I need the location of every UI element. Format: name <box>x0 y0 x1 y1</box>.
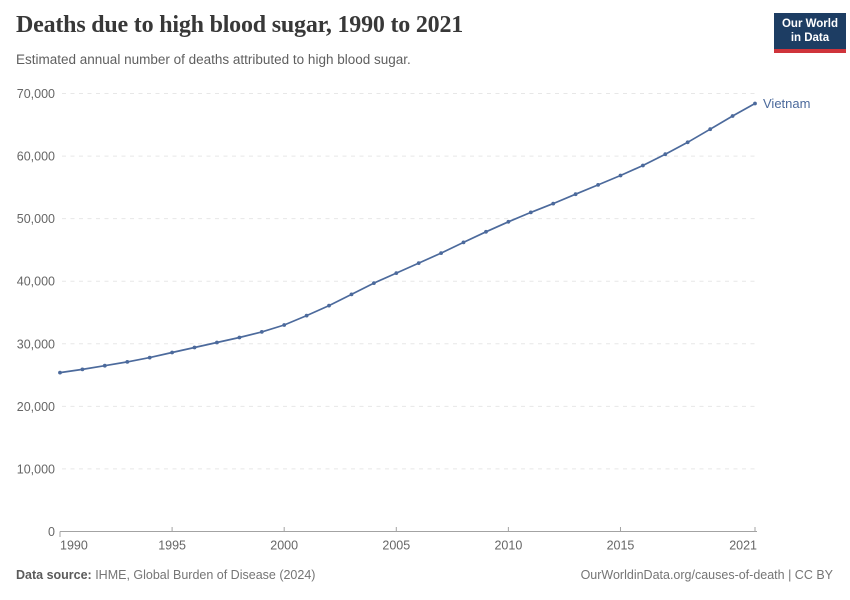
data-point[interactable] <box>641 163 645 168</box>
data-point[interactable] <box>618 173 623 178</box>
y-tick-label: 10,000 <box>17 462 55 476</box>
data-point[interactable] <box>170 350 175 355</box>
data-point[interactable] <box>551 201 556 206</box>
data-point[interactable] <box>282 323 287 327</box>
data-point[interactable] <box>416 261 421 265</box>
data-point[interactable] <box>147 355 152 360</box>
x-tick-label: 2005 <box>382 539 410 553</box>
data-point[interactable] <box>506 219 511 224</box>
y-tick-label: 70,000 <box>17 87 55 101</box>
y-tick-label: 20,000 <box>17 400 55 414</box>
data-source-label: Data source: <box>16 568 92 582</box>
series-end-label[interactable]: Vietnam <box>763 96 810 111</box>
data-source-text: IHME, Global Burden of Disease (2024) <box>91 568 316 582</box>
data-point[interactable] <box>484 229 488 234</box>
data-point[interactable] <box>394 271 399 275</box>
x-tick-label: 2010 <box>494 539 522 553</box>
data-point[interactable] <box>461 240 466 245</box>
y-tick-label: 0 <box>48 525 55 539</box>
data-point[interactable] <box>372 281 376 285</box>
y-tick-label: 50,000 <box>17 212 55 226</box>
x-tick-label: 1990 <box>60 539 88 553</box>
x-tick-label: 2015 <box>607 539 635 553</box>
owid-logo-line2: in Data <box>790 31 830 44</box>
y-tick-label: 30,000 <box>17 337 55 351</box>
x-tick-label: 2000 <box>270 539 298 553</box>
data-source: Data source: IHME, Global Burden of Dise… <box>16 568 315 582</box>
data-point[interactable] <box>58 370 62 375</box>
page-subtitle: Estimated annual number of deaths attrib… <box>16 52 411 67</box>
series-line[interactable] <box>59 102 756 374</box>
attribution: OurWorldinData.org/causes-of-death | CC … <box>580 568 833 582</box>
data-point[interactable] <box>237 335 242 340</box>
data-point[interactable] <box>753 101 757 106</box>
data-point[interactable] <box>730 114 735 118</box>
x-tick-label: 1995 <box>158 539 186 553</box>
x-tick-label: 2021 <box>729 539 757 553</box>
chart-footer: Data source: IHME, Global Burden of Dise… <box>16 568 833 582</box>
owid-logo: Our World in Data <box>773 13 846 53</box>
data-point[interactable] <box>215 340 219 345</box>
data-point[interactable] <box>708 127 713 132</box>
data-point[interactable] <box>125 360 130 364</box>
data-point[interactable] <box>259 330 264 334</box>
data-point[interactable] <box>349 292 354 297</box>
data-point[interactable] <box>596 183 600 187</box>
data-point[interactable] <box>102 363 107 368</box>
data-point[interactable] <box>327 303 331 308</box>
data-point[interactable] <box>528 210 533 215</box>
data-point[interactable] <box>192 345 197 350</box>
data-point[interactable] <box>439 251 443 256</box>
data-point[interactable] <box>573 192 578 197</box>
owid-logo-line1: Our World <box>781 18 838 30</box>
data-point[interactable] <box>304 313 309 318</box>
data-point[interactable] <box>685 140 690 145</box>
page-title: Deaths due to high blood sugar, 1990 to … <box>16 12 464 38</box>
y-tick-label: 40,000 <box>17 275 55 289</box>
data-point[interactable] <box>80 367 85 372</box>
data-point[interactable] <box>663 152 668 157</box>
y-tick-label: 60,000 <box>17 150 55 164</box>
